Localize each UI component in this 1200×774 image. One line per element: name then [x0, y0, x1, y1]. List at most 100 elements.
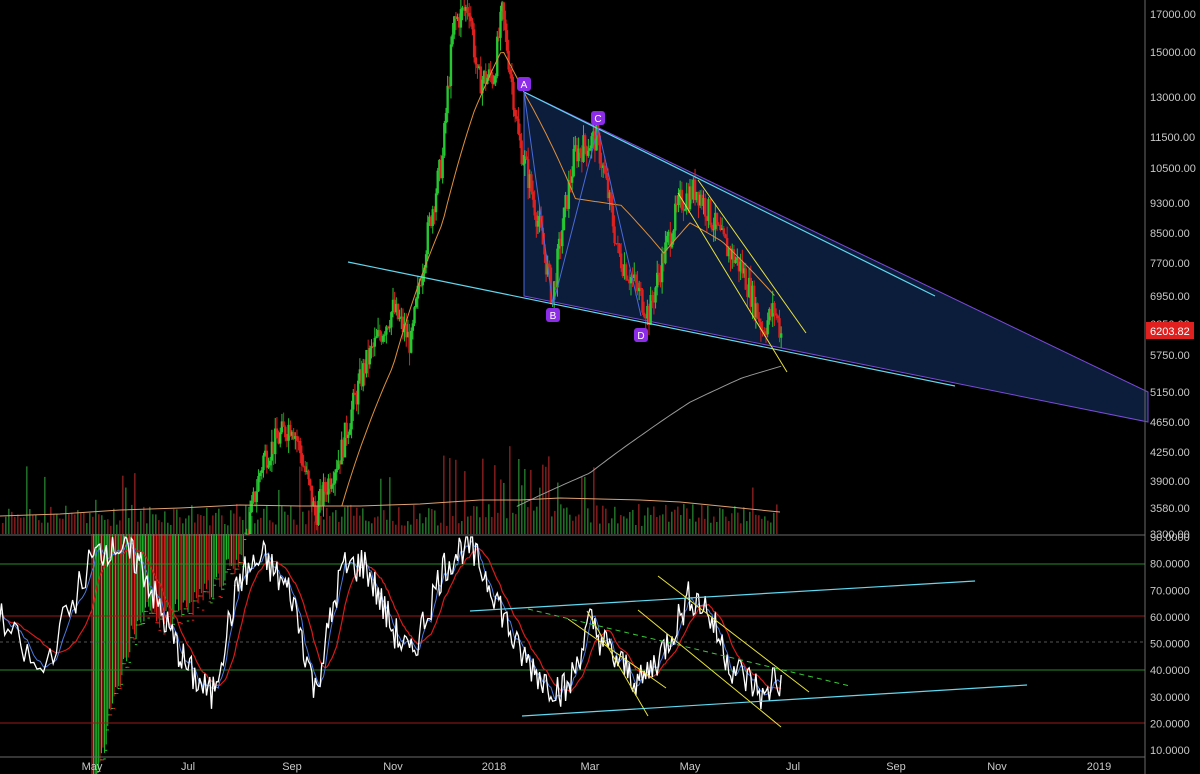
- candle-body: [405, 324, 408, 338]
- candle-body: [245, 533, 248, 535]
- pattern-point-d: D: [634, 328, 648, 342]
- candle-body: [556, 248, 559, 288]
- candle-body: [734, 260, 737, 263]
- volume-bar: [95, 499, 97, 534]
- volume-bar: [755, 514, 757, 534]
- candle-body: [619, 253, 623, 269]
- candle-body: [497, 36, 501, 38]
- rsi-axis-ticks[interactable]: 90.0000 80.0000 70.0000 60.0000 50.0000 40.00…: [1150, 532, 1190, 757]
- volume-bar: [311, 505, 313, 534]
- volume-bar: [242, 520, 244, 534]
- candle-body: [358, 369, 362, 381]
- candle-body: [526, 159, 530, 189]
- candle-body: [585, 146, 588, 156]
- candle-body: [536, 220, 540, 227]
- candle-body: [413, 307, 416, 324]
- price-pane[interactable]: A B C D: [0, 0, 1149, 774]
- price-tick-label: 4250.00: [1150, 447, 1190, 459]
- candle-body: [500, 2, 504, 12]
- candle-body: [388, 327, 391, 329]
- volume-bar: [743, 507, 745, 534]
- price-tick-label: 17000.00: [1150, 9, 1196, 21]
- time-tick-label: 2019: [1087, 761, 1111, 773]
- volume-bar: [329, 515, 331, 534]
- candle-body: [255, 491, 258, 503]
- time-axis-ticks[interactable]: May Jul Sep Nov 2018 Mar May Jul Sep Nov 2019: [82, 761, 1112, 773]
- candle-body: [433, 209, 436, 213]
- volume-bar: [170, 524, 172, 534]
- candle-body: [613, 226, 616, 244]
- candle-body: [518, 133, 522, 141]
- volume-bar: [53, 514, 55, 534]
- rsi-pane[interactable]: [0, 536, 1145, 728]
- time-tick-label: Sep: [282, 761, 302, 773]
- volume-bar: [605, 508, 607, 534]
- candle-body: [178, 622, 182, 624]
- candle-body: [736, 257, 739, 261]
- candle-body: [453, 16, 456, 35]
- candle-body: [575, 145, 579, 162]
- candle-body: [769, 308, 773, 317]
- volume-bar: [362, 508, 364, 534]
- volume-bar: [689, 518, 691, 534]
- volume-bar: [281, 505, 283, 534]
- volume-bar: [557, 482, 559, 534]
- candle-body: [328, 478, 332, 489]
- candle-body: [196, 607, 200, 609]
- candle-body: [761, 330, 764, 332]
- volume-bar: [404, 525, 406, 534]
- candle-body: [182, 613, 185, 615]
- candle-body: [458, 17, 461, 28]
- candle-body: [554, 281, 558, 288]
- candle-body: [385, 326, 388, 335]
- candle-body: [451, 34, 454, 45]
- price-tick-label: 8500.00: [1150, 228, 1190, 240]
- candle-body: [722, 228, 725, 235]
- volume-bar: [239, 516, 241, 534]
- volume-bar: [614, 506, 616, 534]
- volume-bar: [491, 516, 493, 534]
- candle-body: [642, 312, 646, 317]
- volume-bar: [158, 520, 160, 534]
- candle-body: [533, 199, 536, 216]
- volume-bar: [560, 504, 562, 534]
- candle-body: [754, 303, 758, 318]
- time-tick-label: Nov: [383, 761, 403, 773]
- candle-body: [580, 152, 584, 162]
- candle-body: [572, 148, 575, 177]
- candle-body: [347, 434, 350, 439]
- candle-body: [103, 758, 106, 760]
- candle-body: [647, 305, 651, 325]
- moving-average-orange: [341, 51, 775, 507]
- time-tick-label: May: [82, 761, 103, 773]
- candle-body: [474, 57, 477, 65]
- volume-bar: [383, 510, 385, 534]
- candle-body: [119, 688, 122, 690]
- volume-bar: [185, 518, 187, 534]
- candle-body: [651, 295, 654, 301]
- volume-bar: [488, 504, 490, 534]
- candle-body: [587, 150, 590, 156]
- volume-bar: [200, 515, 202, 534]
- volume-bar: [506, 518, 508, 534]
- candle-body: [559, 238, 562, 247]
- volume-bar: [62, 518, 64, 534]
- price-tick-label: 6950.00: [1150, 291, 1190, 303]
- volume-bar: [776, 504, 778, 534]
- volume-bar: [134, 473, 136, 534]
- volume-bar: [86, 523, 88, 534]
- volume-bar: [710, 522, 712, 534]
- volume-bar: [464, 471, 466, 534]
- volume-bar: [77, 510, 79, 534]
- svg-text:B: B: [550, 311, 557, 322]
- volume-bar: [704, 518, 706, 534]
- candle-body: [150, 612, 154, 614]
- volume-bar: [338, 521, 340, 534]
- candle-body: [218, 595, 222, 597]
- candle-body: [499, 11, 502, 38]
- volume-bar: [176, 509, 178, 534]
- time-tick-label: May: [680, 761, 701, 773]
- volume-bar: [137, 521, 139, 534]
- candle-body: [512, 82, 515, 110]
